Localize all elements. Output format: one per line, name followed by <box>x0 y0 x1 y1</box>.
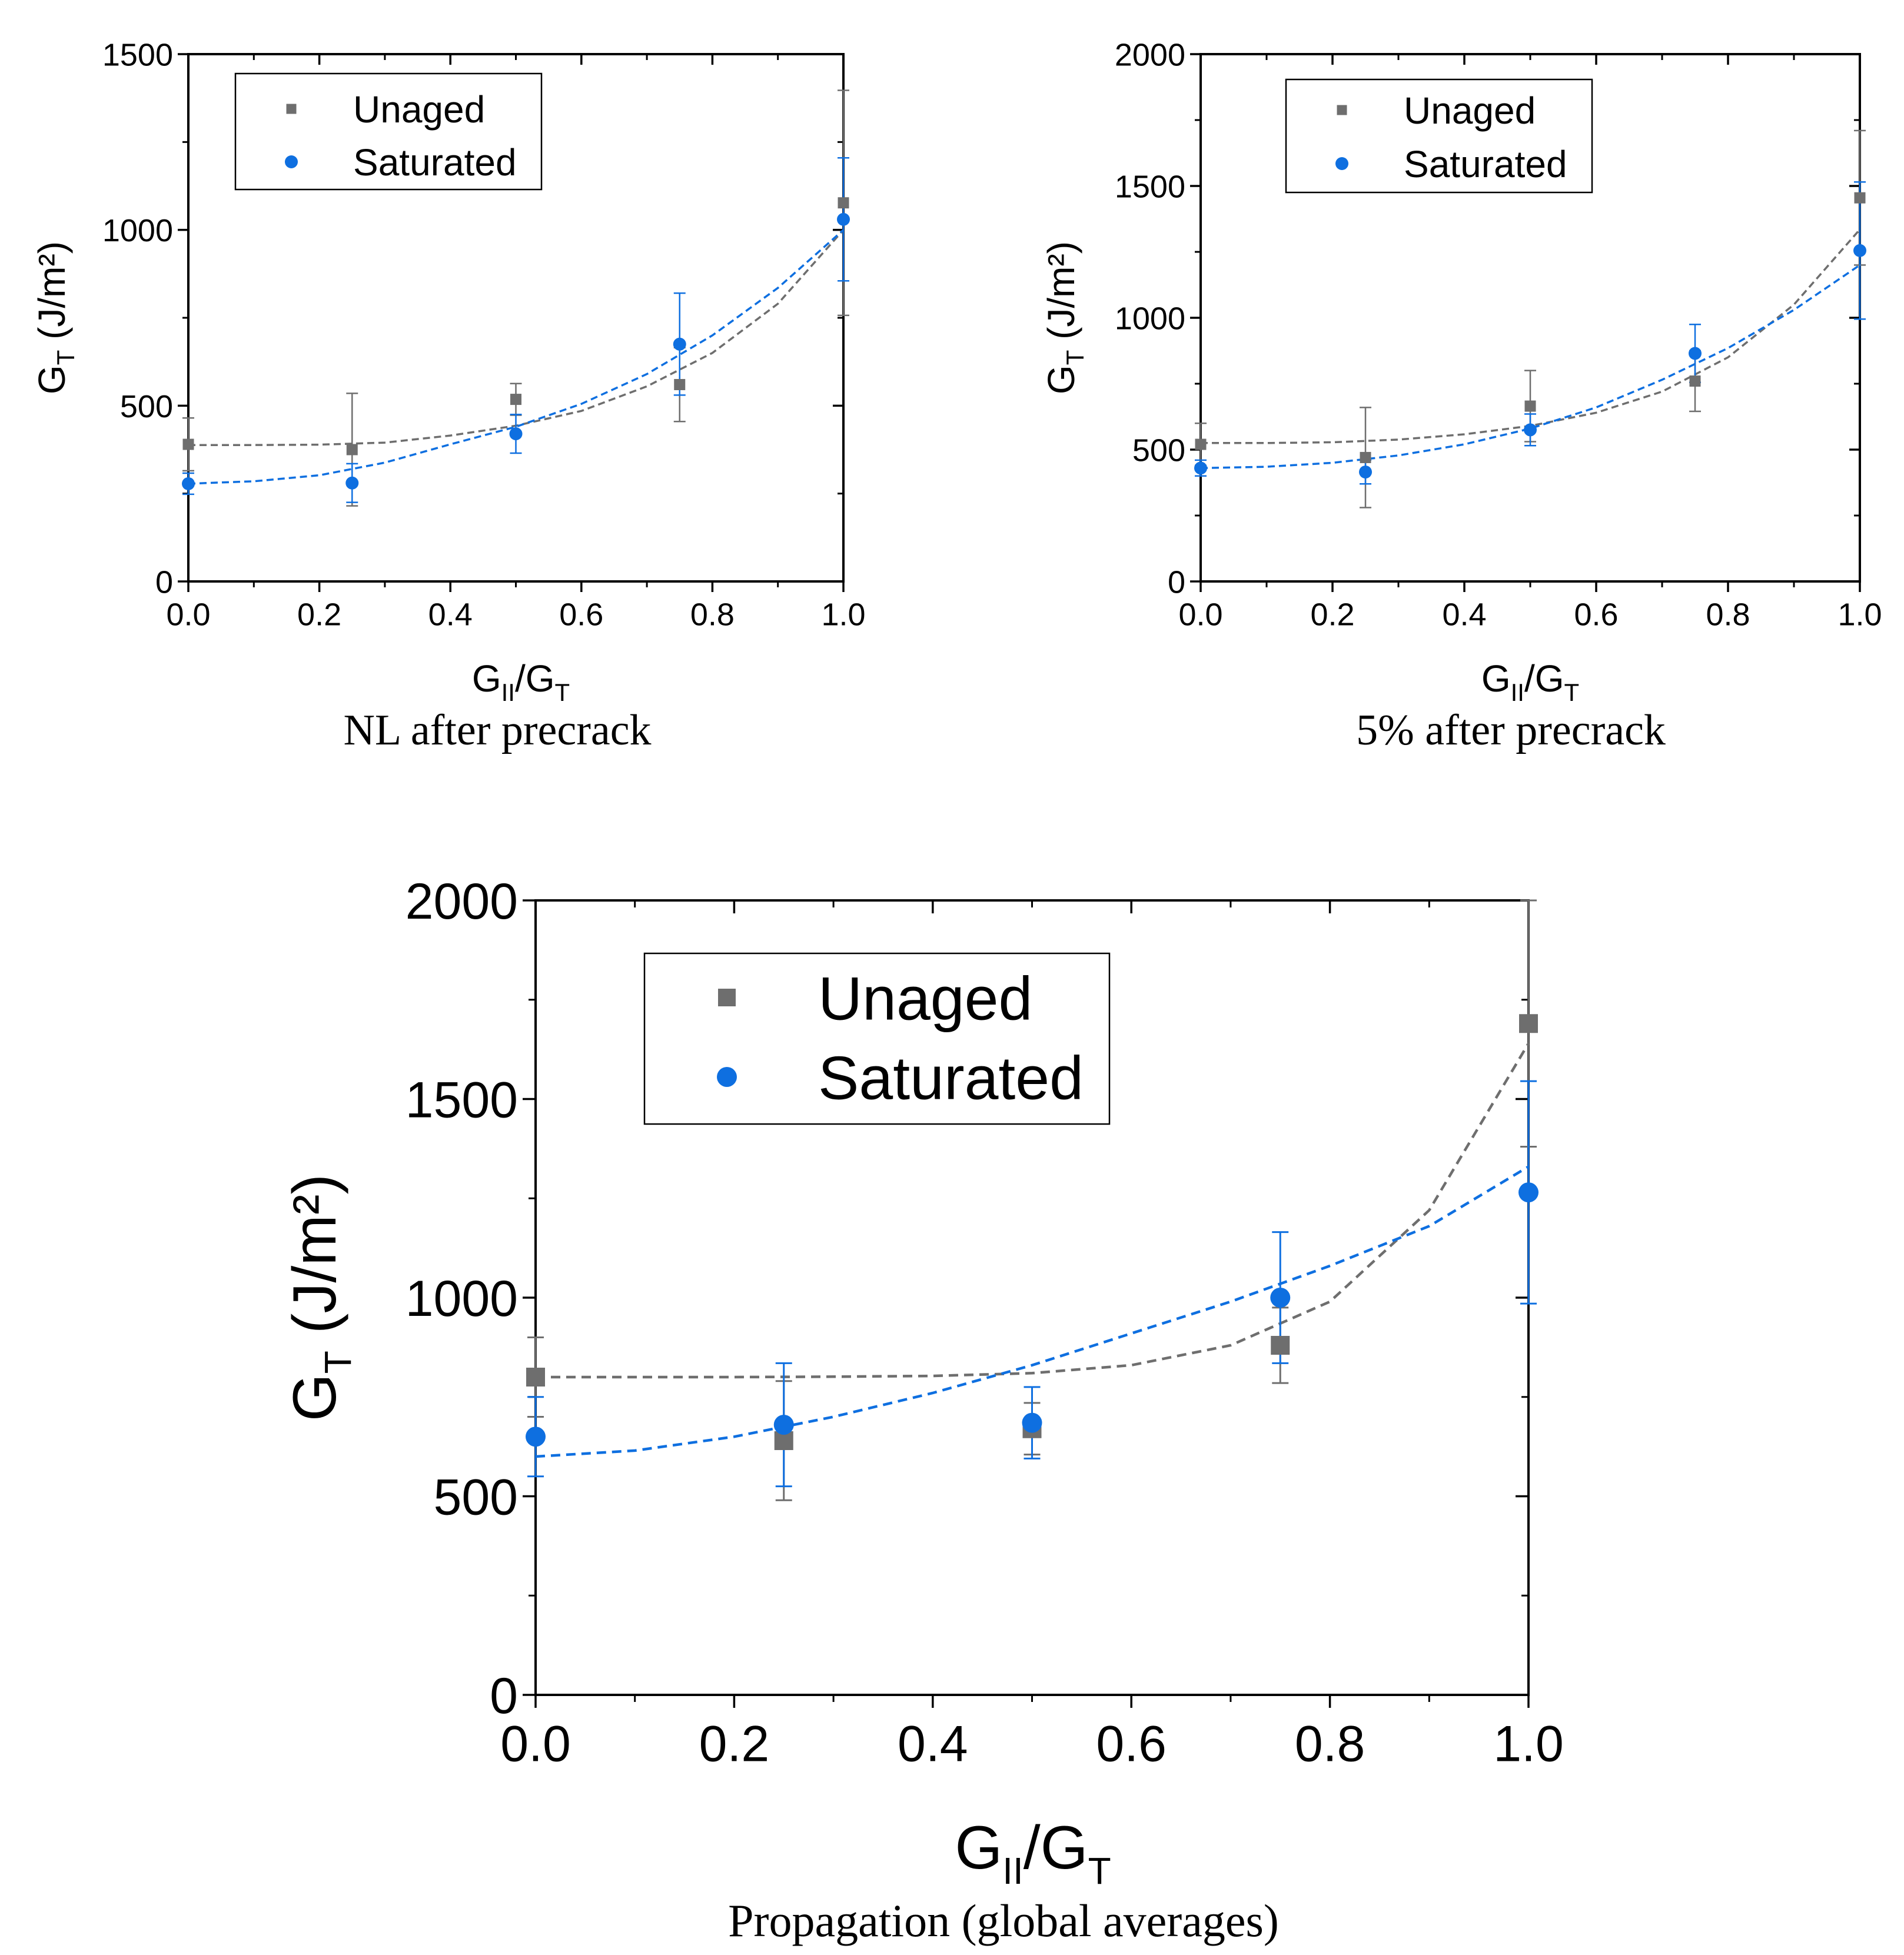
data-point-unaged <box>510 394 521 405</box>
data-point-saturated <box>837 212 850 226</box>
panel-caption: NL after precrack <box>343 706 651 754</box>
y-axis-label: GT (J/m²) <box>31 241 79 394</box>
x-tick-label: 0.6 <box>1096 1715 1167 1772</box>
y-tick-label: 1000 <box>406 1271 518 1327</box>
x-tick-label: 1.0 <box>821 597 865 633</box>
chart-nl-after-precrack: 0.0 0.2 0.4 0.6 0.8 1.0 0 500 1000 1500 Unaged Satu… <box>31 37 866 754</box>
fit-curve-saturated <box>535 1165 1530 1458</box>
y-tick-label: 1500 <box>1115 169 1185 204</box>
y-tick-label: 1000 <box>102 213 173 248</box>
panel-caption: Propagation (global averages) <box>728 1895 1279 1946</box>
data-point-saturated <box>526 1427 546 1447</box>
legend-label-saturated: Saturated <box>353 141 517 184</box>
data-point-unaged <box>1689 375 1701 387</box>
x-tick-label: 1.0 <box>1837 597 1882 633</box>
x-tick-label: 0.2 <box>699 1715 770 1772</box>
data-point-saturated <box>1518 1182 1539 1203</box>
y-axis-label: GT (J/m²) <box>281 1174 359 1421</box>
x-tick-label: 0.6 <box>559 597 603 633</box>
data-point-unaged <box>1524 400 1536 412</box>
x-tick-label: 0.4 <box>898 1715 968 1772</box>
legend-box <box>1285 78 1593 194</box>
y-tick-label: 1500 <box>406 1072 518 1128</box>
y-tick-label: 0 <box>1168 564 1185 600</box>
x-tick-label: 1.0 <box>1493 1715 1564 1772</box>
legend-label-saturated: Saturated <box>818 1044 1084 1112</box>
legend-marker-saturated <box>1335 157 1348 170</box>
legend-label-unaged: Unaged <box>1404 89 1536 132</box>
y-tick-label: 1500 <box>102 37 173 72</box>
legend-label-unaged: Unaged <box>818 965 1032 1033</box>
data-point-saturated <box>182 477 195 490</box>
data-point-saturated <box>1359 466 1372 479</box>
legend-box <box>643 952 1111 1125</box>
x-tick-label: 0.8 <box>690 597 735 633</box>
data-point-unaged <box>526 1368 545 1387</box>
data-point-unaged <box>838 197 849 209</box>
x-tick-label: 0.0 <box>1178 597 1222 633</box>
legend-marker-unaged <box>1337 105 1347 115</box>
data-point-saturated <box>345 476 359 490</box>
legend-marker-saturated <box>717 1067 737 1087</box>
x-tick-label: 0.4 <box>428 597 473 633</box>
data-point-unaged <box>1854 192 1866 204</box>
y-tick-label: 0 <box>490 1668 518 1724</box>
x-tick-label: 0.0 <box>166 597 210 633</box>
y-axis-label: GT (J/m²) <box>1040 241 1089 394</box>
data-point-unaged <box>1519 1014 1538 1033</box>
panel-caption: 5% after precrack <box>1356 706 1666 754</box>
x-tick-label: 0.4 <box>1442 597 1486 633</box>
chart-propagation: 0.0 0.2 0.4 0.6 0.8 1.0 0 500 1000 1500 2000 Unaged… <box>281 873 1564 1946</box>
y-tick-label: 500 <box>1132 433 1185 468</box>
legend-marker-saturated <box>285 155 298 168</box>
legend-marker-unaged <box>718 989 736 1006</box>
x-tick-label: 0.8 <box>1706 597 1750 633</box>
data-point-unaged <box>182 438 194 450</box>
legend-label-unaged: Unaged <box>353 88 485 131</box>
data-point-saturated <box>1270 1288 1291 1308</box>
fit-curve-unaged <box>536 1042 1530 1379</box>
legend-marker-unaged <box>286 104 297 114</box>
x-tick-label: 0.2 <box>1310 597 1354 633</box>
y-tick-label: 2000 <box>1115 37 1185 72</box>
legend-label-saturated: Saturated <box>1404 143 1567 185</box>
legend-box <box>234 72 543 191</box>
data-point-saturated <box>673 337 686 351</box>
data-point-unaged <box>346 444 358 455</box>
x-axis-label: GII/GT <box>1481 657 1579 706</box>
fit-curve-saturated <box>1200 264 1860 470</box>
data-point-saturated <box>773 1415 794 1435</box>
x-tick-label: 0.0 <box>500 1715 571 1772</box>
data-point-saturated <box>1524 423 1537 437</box>
x-axis-label: GII/GT <box>472 657 570 706</box>
data-point-unaged <box>1271 1336 1290 1355</box>
y-tick-label: 0 <box>155 564 173 600</box>
data-point-saturated <box>1689 347 1702 360</box>
y-tick-label: 500 <box>120 389 173 424</box>
data-point-saturated <box>509 427 523 441</box>
x-tick-label: 0.8 <box>1295 1715 1365 1772</box>
y-tick-label: 2000 <box>406 873 518 930</box>
data-point-unaged <box>1360 451 1371 463</box>
data-point-saturated <box>1853 244 1866 257</box>
data-point-saturated <box>1194 461 1207 475</box>
y-tick-label: 1000 <box>1115 301 1185 336</box>
data-point-unaged <box>674 378 686 390</box>
x-tick-label: 0.6 <box>1574 597 1618 633</box>
y-tick-label: 500 <box>434 1469 519 1525</box>
data-point-unaged <box>1195 438 1207 450</box>
x-axis-label: GII/GT <box>955 1814 1111 1892</box>
x-tick-label: 0.2 <box>297 597 341 633</box>
chart-5pct-after-precrack: 0.0 0.2 0.4 0.6 0.8 1.0 0 500 1000 1500 2000 Unaged… <box>1040 37 1882 754</box>
data-point-saturated <box>1022 1412 1042 1433</box>
